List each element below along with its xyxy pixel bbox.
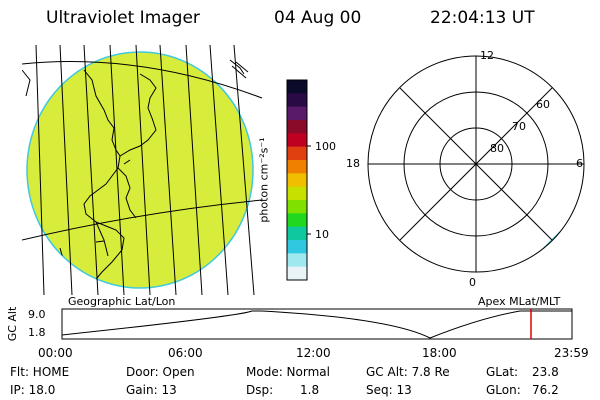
colorbar-swatch <box>287 80 307 94</box>
earth-disc <box>26 51 254 289</box>
colorbar-swatch <box>287 106 307 121</box>
colorbar-swatch <box>287 186 307 201</box>
x-tick-1800: 18:00 <box>422 346 457 360</box>
polar-plot <box>367 55 585 273</box>
geographic-caption: Geographic Lat/Lon <box>68 295 176 308</box>
status-glon: GLon: <box>486 383 521 397</box>
status-gain: Gain: 13 <box>126 383 177 397</box>
lat-70-label: 70 <box>512 120 526 133</box>
altitude-plot <box>61 308 573 340</box>
mlt-12-label: 12 <box>480 49 494 62</box>
instrument-title: Ultraviolet Imager <box>46 8 200 28</box>
x-tick-1200: 12:00 <box>296 346 331 360</box>
altitude-curve <box>61 310 572 339</box>
geographic-map <box>22 45 263 295</box>
status-glat-value: 23.8 <box>532 365 559 379</box>
status-ip: IP: 18.0 <box>10 383 56 397</box>
mlt-6-label: 6 <box>576 157 583 170</box>
polar-caption: Apex MLat/MLT <box>478 295 561 308</box>
latitude-lines <box>22 61 263 241</box>
colorbar-swatch <box>287 120 307 134</box>
status-gc-alt: GC Alt: 7.8 Re <box>366 365 450 379</box>
mlt-0-label: 0 <box>469 276 476 289</box>
status-dsp: Dsp: <box>246 383 274 397</box>
lat-60-label: 60 <box>536 98 550 111</box>
x-tick-2359: 23:59 <box>554 346 589 360</box>
altitude-y-low: 1.8 <box>28 326 46 339</box>
longitude-lines <box>35 45 255 295</box>
colorbar-swatch <box>287 93 307 108</box>
colorbar-swatch <box>287 226 307 241</box>
altitude-ylabel: GC Alt <box>6 306 20 342</box>
time-label: 22:04:13 UT <box>430 8 535 28</box>
status-glat: GLat: <box>486 365 519 379</box>
colorbar-tick-100: 100 <box>315 140 336 153</box>
colorbar-swatch <box>287 213 307 228</box>
colorbar-swatch <box>287 200 307 214</box>
date-label: 04 Aug 00 <box>274 8 362 28</box>
auroral-patch <box>514 225 575 272</box>
x-tick-0000: 00:00 <box>38 346 73 360</box>
colorbar <box>286 79 311 281</box>
status-mode: Mode: Normal <box>246 365 330 379</box>
colorbar-tick-10: 10 <box>315 228 329 241</box>
coastline-outside <box>22 59 249 97</box>
altitude-y-high: 9.0 <box>28 308 46 321</box>
lat-80-label: 80 <box>490 142 504 155</box>
status-dsp-value: 1.8 <box>300 383 320 397</box>
colorbar-swatch <box>287 146 307 161</box>
status-glon-value: 76.2 <box>532 383 559 397</box>
colorbar-swatch <box>287 240 307 254</box>
status-door: Door: Open <box>126 365 195 379</box>
mlt-18-label: 18 <box>346 157 360 170</box>
status-seq: Seq: 13 <box>366 383 412 397</box>
colorbar-unit-label: photon cm⁻²s⁻¹ <box>257 137 271 223</box>
colorbar-swatch <box>287 173 307 188</box>
coastline <box>57 69 157 285</box>
status-flt: Flt: HOME <box>10 365 70 379</box>
colorbar-swatch <box>287 160 307 174</box>
colorbar-swatch <box>287 253 307 268</box>
colorbar-swatch <box>287 266 307 281</box>
colorbar-gradient <box>287 80 307 281</box>
colorbar-swatch <box>287 133 307 148</box>
x-tick-0600: 06:00 <box>168 346 203 360</box>
